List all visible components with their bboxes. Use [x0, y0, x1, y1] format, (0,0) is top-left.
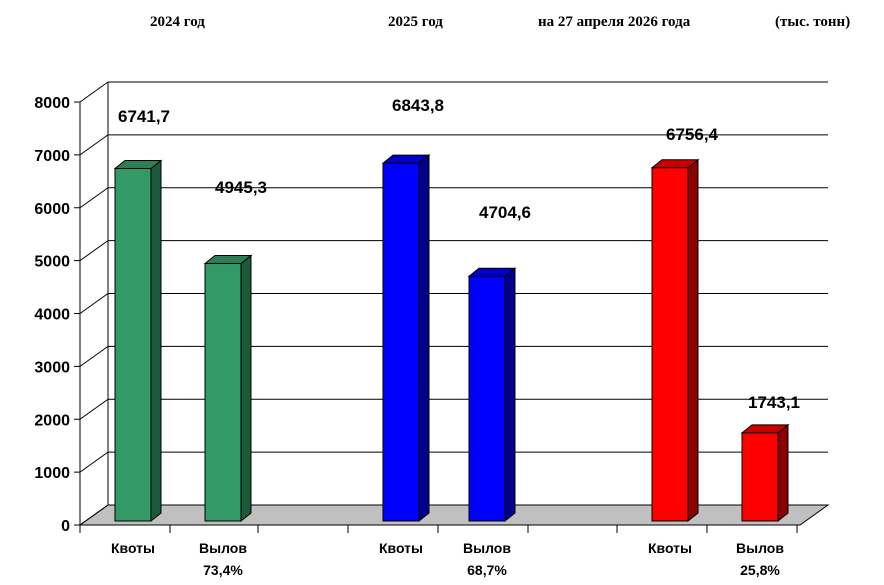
bar-value-label: 6741,7: [118, 107, 170, 126]
x-category-label: Вылов: [199, 540, 247, 556]
x-category-label: Квоты: [111, 540, 155, 556]
bar-value-label: 4945,3: [215, 178, 267, 197]
header-group-2025: 2025 год: [388, 14, 443, 30]
bar-value-label: 6756,4: [666, 125, 719, 144]
bar: [651, 167, 689, 522]
bar-value-label: 4704,6: [479, 203, 531, 222]
header-units: (тыс. тонн): [775, 14, 851, 30]
y-tick-label: 1000: [34, 465, 70, 482]
bar-side: [150, 159, 162, 523]
bar: [382, 162, 420, 522]
gridline-connector: [79, 504, 109, 526]
bar: [468, 275, 506, 522]
bar-value-label: 1743,1: [748, 393, 800, 412]
y-tick-label: 3000: [34, 359, 70, 376]
x-category-label: Квоты: [379, 540, 423, 556]
bar-side: [777, 423, 789, 523]
header-group-2024: 2024 год: [150, 14, 205, 30]
bar-side: [240, 254, 252, 523]
x-category-label: Квоты: [648, 540, 692, 556]
bar: [741, 432, 779, 522]
gridline-connector: [79, 451, 109, 473]
x-category-label: Вылов: [463, 540, 511, 556]
chart-floor: [78, 504, 830, 526]
y-tick-label: 7000: [34, 148, 70, 165]
gridline-connector: [79, 398, 109, 420]
gridline-connector: [79, 345, 109, 367]
x-category-label: Вылов: [736, 540, 784, 556]
bar-value-label: 6843,8: [392, 96, 444, 115]
x-category-sublabel: 25,8%: [740, 562, 780, 578]
y-tick-label: 2000: [34, 412, 70, 429]
bar-side: [418, 154, 430, 523]
bar: [204, 263, 242, 522]
gridline-connector: [79, 134, 109, 156]
y-tick-label: 0: [61, 518, 70, 535]
y-tick-label: 4000: [34, 307, 70, 324]
gridline-connector: [79, 187, 109, 209]
y-tick-label: 6000: [34, 201, 70, 218]
bar-side: [504, 267, 516, 523]
bar: [114, 168, 152, 522]
x-category-sublabel: 68,7%: [467, 562, 507, 578]
header-group-2026: на 27 апреля 2026 года: [538, 14, 691, 30]
gridline-connector: [79, 240, 109, 262]
gridline-connector: [79, 81, 109, 103]
x-category-sublabel: 73,4%: [203, 562, 243, 578]
gridline-connector: [79, 293, 109, 314]
y-tick-label: 8000: [34, 95, 70, 112]
bar-side: [687, 158, 699, 523]
y-tick-label: 5000: [34, 254, 70, 271]
